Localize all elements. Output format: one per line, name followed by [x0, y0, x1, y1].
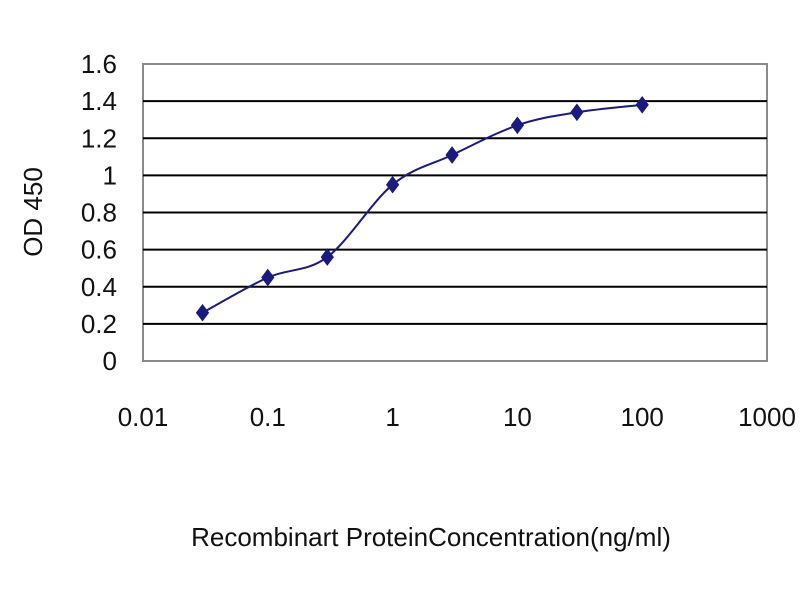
x-tick-label: 100	[621, 402, 664, 432]
y-tick-label: 1	[103, 160, 117, 190]
y-tick-label: 0.2	[81, 309, 117, 339]
y-tick-label: 0.8	[81, 198, 117, 228]
x-tick-label: 1	[385, 402, 399, 432]
x-axis-tick-labels: 0.01 0.1 1 10 100 1000	[118, 402, 796, 432]
data-point-marker	[510, 116, 525, 135]
data-point-marker	[445, 146, 459, 164]
data-point-marker	[385, 175, 400, 194]
x-axis-title: Recombinart ProteinConcentration(ng/ml)	[191, 522, 671, 552]
data-point-marker	[261, 268, 275, 287]
data-point-marker	[635, 95, 649, 114]
x-tick-label: 0.01	[118, 402, 169, 432]
y-tick-label: 0	[103, 346, 117, 376]
y-tick-label: 1.2	[81, 123, 117, 153]
y-tick-label: 0.4	[81, 272, 117, 302]
x-tick-label: 1000	[738, 402, 796, 432]
y-axis-title: OD 450	[18, 167, 48, 257]
y-tick-label: 1.4	[81, 86, 117, 116]
series-layer	[195, 95, 649, 322]
data-point-marker	[570, 103, 584, 122]
y-axis-tick-labels: 0 0.2 0.4 0.6 0.8 1 1.2 1.4 1.6	[81, 49, 117, 376]
y-tick-label: 0.6	[81, 235, 117, 265]
x-tick-label: 10	[503, 402, 532, 432]
series-line	[202, 103, 643, 314]
y-tick-label: 1.6	[81, 49, 117, 79]
gridlines	[143, 100, 767, 325]
data-point-marker	[320, 248, 334, 266]
data-point-marker	[195, 303, 210, 322]
x-tick-label: 0.1	[250, 402, 286, 432]
